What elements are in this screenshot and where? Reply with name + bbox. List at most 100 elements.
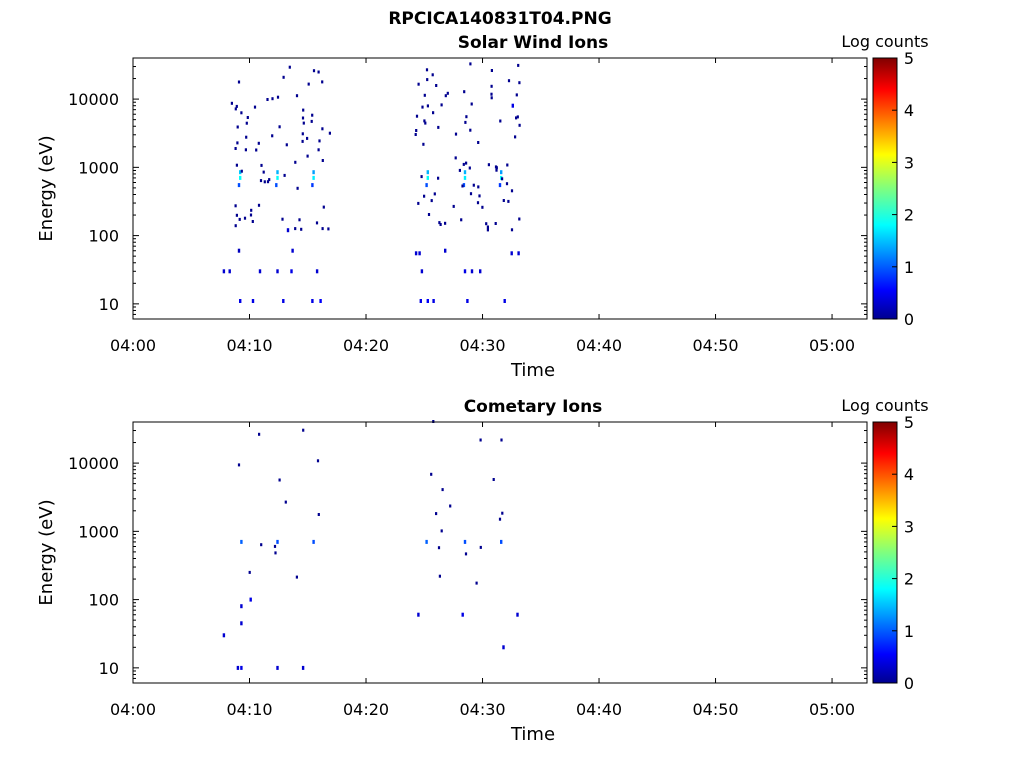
x-tick-label: 04:40 <box>576 700 622 719</box>
colorbar-tick-label: 1 <box>904 622 914 641</box>
data-cell <box>505 182 509 186</box>
data-cell <box>263 180 266 184</box>
data-cell <box>437 546 441 550</box>
data-cell <box>502 645 505 650</box>
x-tick-label: 04:20 <box>343 700 389 719</box>
data-cell <box>237 463 241 467</box>
data-cell <box>469 192 473 196</box>
data-cell <box>472 183 475 187</box>
data-cell <box>316 459 320 463</box>
data-cell <box>446 91 449 95</box>
data-cell <box>310 119 313 123</box>
data-cell <box>500 170 503 175</box>
data-cell <box>431 73 434 77</box>
data-cell <box>510 228 514 232</box>
data-cell <box>518 81 521 85</box>
data-cell <box>444 248 447 253</box>
data-cell <box>253 105 257 109</box>
data-cell <box>498 183 502 188</box>
data-cell <box>294 160 297 164</box>
data-cell <box>500 539 503 544</box>
data-cell <box>518 217 521 221</box>
data-cell <box>311 113 314 117</box>
data-cell <box>238 217 241 221</box>
data-cell <box>490 92 493 96</box>
data-cell <box>246 116 249 119</box>
data-cell <box>271 97 274 101</box>
colorbar <box>872 57 898 320</box>
data-cell <box>517 63 520 67</box>
data-cell <box>319 299 322 303</box>
data-cell <box>490 96 493 100</box>
data-cell <box>222 633 226 638</box>
data-cell <box>296 186 299 190</box>
data-cell <box>486 228 489 232</box>
data-cell <box>424 121 427 125</box>
data-cell <box>490 84 493 88</box>
panel-title: Solar Wind Ions <box>458 33 609 53</box>
x-tick-label: 05:00 <box>809 336 855 355</box>
data-cell <box>515 93 518 97</box>
data-cell <box>250 208 253 212</box>
data-cell <box>423 194 426 198</box>
data-cell <box>240 169 243 173</box>
data-cell <box>248 570 251 574</box>
data-cell <box>276 539 279 544</box>
y-axis-label: Energy (eV) <box>36 135 57 241</box>
colorbar <box>872 421 898 684</box>
data-cell <box>235 213 238 217</box>
data-cell <box>245 121 248 125</box>
colorbar-tick-label: 4 <box>904 101 914 120</box>
data-cell <box>300 227 303 231</box>
data-cell <box>421 105 424 109</box>
data-cell <box>417 82 420 86</box>
data-cell <box>222 269 226 274</box>
data-cell <box>276 170 279 175</box>
data-cell <box>312 170 315 175</box>
data-cell <box>276 665 279 670</box>
data-cell <box>236 665 240 670</box>
colorbar-tick-label: 0 <box>904 310 914 329</box>
data-cell <box>249 213 253 217</box>
data-cell <box>275 183 278 188</box>
data-cell <box>298 218 301 222</box>
data-cell <box>417 612 420 617</box>
data-cell <box>463 170 467 175</box>
data-cell <box>255 148 258 152</box>
y-tick-label: 10000 <box>68 90 119 109</box>
data-cell <box>239 175 242 180</box>
panel-title: Cometary Ions <box>464 397 603 417</box>
data-cell <box>463 175 467 180</box>
data-cell <box>237 248 241 253</box>
data-cell <box>295 94 299 98</box>
data-cell <box>317 148 320 152</box>
data-cell <box>271 134 274 138</box>
data-cell <box>236 125 239 129</box>
data-cell <box>312 175 315 180</box>
x-tick-label: 05:00 <box>809 700 855 719</box>
x-tick-label: 04:50 <box>692 700 738 719</box>
data-cell <box>302 428 305 432</box>
data-cell <box>479 438 482 442</box>
data-cell <box>440 529 443 533</box>
x-axis-label: Time <box>510 724 555 745</box>
data-cell <box>485 222 488 226</box>
data-cell <box>507 199 510 203</box>
data-cell <box>237 80 241 84</box>
data-cell <box>266 180 270 184</box>
data-cell <box>426 104 429 108</box>
figure-title: RPCICA140831T04.PNG <box>388 9 611 29</box>
data-cell <box>477 185 480 189</box>
data-cell <box>243 216 247 220</box>
data-cell <box>235 163 238 167</box>
data-cell <box>460 218 463 222</box>
data-cell <box>294 227 297 231</box>
data-cell <box>469 128 472 132</box>
data-cell <box>285 143 288 147</box>
data-cell <box>435 512 438 516</box>
data-cell <box>258 269 262 274</box>
data-cell <box>259 179 263 183</box>
y-tick-label: 10 <box>99 295 119 314</box>
data-cell <box>240 539 243 544</box>
